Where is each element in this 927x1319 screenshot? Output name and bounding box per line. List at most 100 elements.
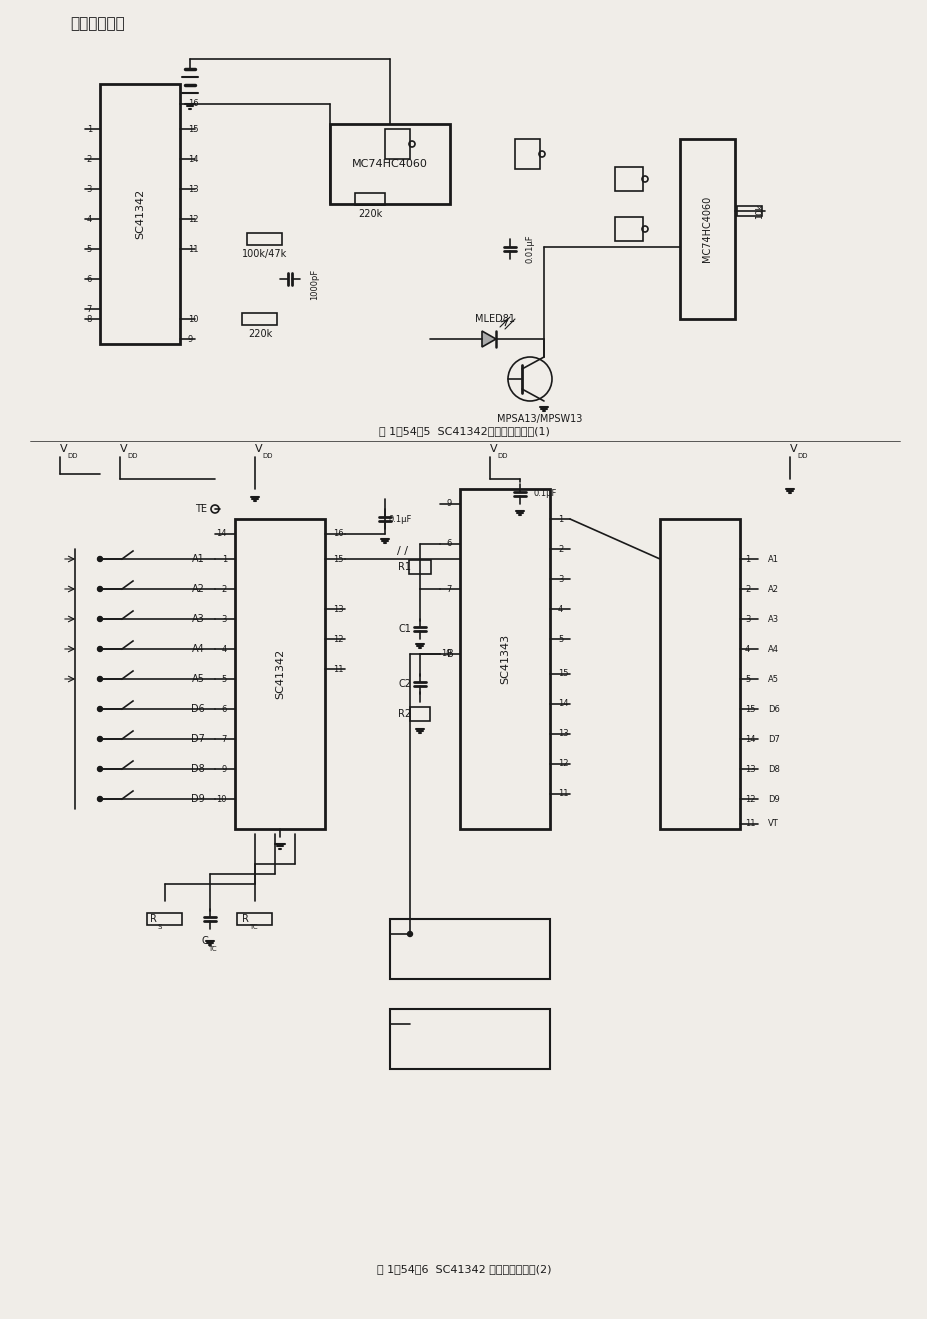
Text: 3: 3 — [557, 575, 563, 583]
Bar — [330, 124, 450, 204]
Text: 6: 6 — [222, 704, 227, 714]
Bar — [100, 84, 180, 344]
Circle shape — [97, 587, 102, 591]
Circle shape — [407, 931, 413, 936]
Text: 5: 5 — [86, 244, 92, 253]
Text: SC41342: SC41342 — [134, 189, 145, 239]
Text: DD: DD — [261, 452, 273, 459]
Bar — [147, 913, 183, 925]
Bar — [385, 129, 410, 160]
Bar — [615, 168, 642, 191]
Text: 2: 2 — [222, 584, 227, 594]
Text: 14: 14 — [216, 529, 227, 538]
Text: 11: 11 — [188, 244, 198, 253]
Text: 2: 2 — [744, 584, 749, 594]
Text: 12: 12 — [744, 794, 755, 803]
Text: 9: 9 — [222, 765, 227, 773]
Text: MC74HC4060: MC74HC4060 — [702, 197, 712, 262]
Text: 12: 12 — [188, 215, 198, 223]
Text: C2: C2 — [398, 679, 411, 689]
Text: 1: 1 — [744, 554, 749, 563]
Text: 10: 10 — [216, 794, 227, 803]
Bar — [355, 193, 385, 204]
Text: R: R — [241, 914, 248, 925]
Text: 4: 4 — [222, 645, 227, 653]
Text: 5: 5 — [222, 674, 227, 683]
Text: 220k: 220k — [248, 328, 272, 339]
Text: A2: A2 — [192, 584, 205, 594]
Circle shape — [98, 617, 102, 621]
Text: 2: 2 — [86, 154, 92, 164]
Text: D9: D9 — [191, 794, 205, 805]
Text: R: R — [149, 914, 157, 925]
Text: A3: A3 — [768, 615, 779, 624]
Text: 6: 6 — [446, 539, 451, 549]
Text: 4: 4 — [86, 215, 92, 223]
Text: 0.01μF: 0.01μF — [525, 235, 534, 264]
Text: 9: 9 — [188, 335, 193, 343]
Bar — [242, 313, 277, 324]
Text: 1000pF: 1000pF — [311, 268, 319, 299]
Circle shape — [97, 677, 102, 682]
Text: 14: 14 — [744, 735, 755, 744]
Text: 13: 13 — [744, 765, 755, 773]
Text: 13: 13 — [188, 185, 198, 194]
Text: 典型应用电路: 典型应用电路 — [70, 17, 124, 32]
Text: VT: VT — [768, 819, 778, 828]
Circle shape — [97, 766, 102, 772]
Text: R1: R1 — [398, 562, 411, 571]
Circle shape — [97, 646, 102, 652]
Text: 220k: 220k — [358, 208, 382, 219]
Text: A2: A2 — [768, 584, 778, 594]
Text: D8: D8 — [191, 764, 205, 774]
Text: 9: 9 — [446, 500, 451, 509]
Circle shape — [97, 616, 102, 621]
Circle shape — [97, 736, 102, 741]
Text: 0.1μF: 0.1μF — [533, 489, 556, 499]
Bar — [237, 913, 273, 925]
Text: D9: D9 — [768, 794, 779, 803]
Text: MPSA13/MPSW13: MPSA13/MPSW13 — [497, 414, 582, 423]
Circle shape — [97, 707, 102, 711]
Text: 2: 2 — [557, 545, 563, 554]
Text: SC41343: SC41343 — [500, 634, 510, 685]
Text: 13: 13 — [557, 729, 568, 739]
Text: D7: D7 — [191, 733, 205, 744]
Text: 16: 16 — [333, 529, 343, 538]
Text: 8: 8 — [86, 314, 92, 323]
Text: 16: 16 — [188, 99, 198, 108]
Text: A5: A5 — [768, 674, 778, 683]
Text: 3: 3 — [86, 185, 92, 194]
Text: 4: 4 — [744, 645, 749, 653]
Text: 1: 1 — [557, 514, 563, 524]
Text: 14: 14 — [188, 154, 198, 164]
Text: 11: 11 — [744, 819, 755, 828]
Bar — [408, 559, 431, 574]
Text: 7: 7 — [222, 735, 227, 744]
Text: D7: D7 — [768, 735, 779, 744]
Text: TC: TC — [208, 946, 216, 952]
Text: V: V — [789, 445, 797, 454]
Text: C: C — [201, 936, 209, 946]
Text: 15: 15 — [333, 554, 343, 563]
Circle shape — [98, 648, 102, 652]
Bar — [514, 138, 540, 169]
Text: MLED81: MLED81 — [475, 314, 514, 324]
Text: 14: 14 — [557, 699, 568, 708]
Text: V: V — [255, 445, 262, 454]
Text: 图 1－54－6  SC41342 典型应用电路图(2): 图 1－54－6 SC41342 典型应用电路图(2) — [376, 1264, 551, 1274]
Text: A4: A4 — [768, 645, 778, 653]
Bar — [410, 707, 429, 721]
Text: 11: 11 — [333, 665, 343, 674]
Circle shape — [98, 587, 102, 591]
Text: DD: DD — [497, 452, 507, 459]
Text: C1: C1 — [398, 624, 411, 634]
Circle shape — [98, 737, 102, 741]
Text: DD: DD — [127, 452, 137, 459]
Text: 7: 7 — [446, 584, 451, 594]
Text: V: V — [60, 445, 68, 454]
Circle shape — [98, 797, 102, 801]
Text: 3: 3 — [222, 615, 227, 624]
Text: 6: 6 — [86, 274, 92, 284]
Circle shape — [98, 557, 102, 561]
